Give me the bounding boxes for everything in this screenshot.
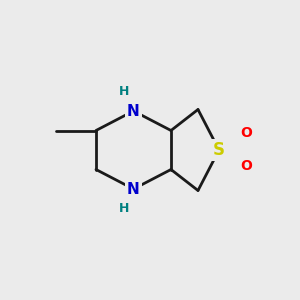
Text: H: H <box>119 202 130 215</box>
Text: O: O <box>240 160 252 173</box>
Text: N: N <box>127 182 140 196</box>
Text: N: N <box>127 103 140 118</box>
Text: S: S <box>213 141 225 159</box>
Text: H: H <box>119 85 130 98</box>
Text: O: O <box>240 127 252 140</box>
